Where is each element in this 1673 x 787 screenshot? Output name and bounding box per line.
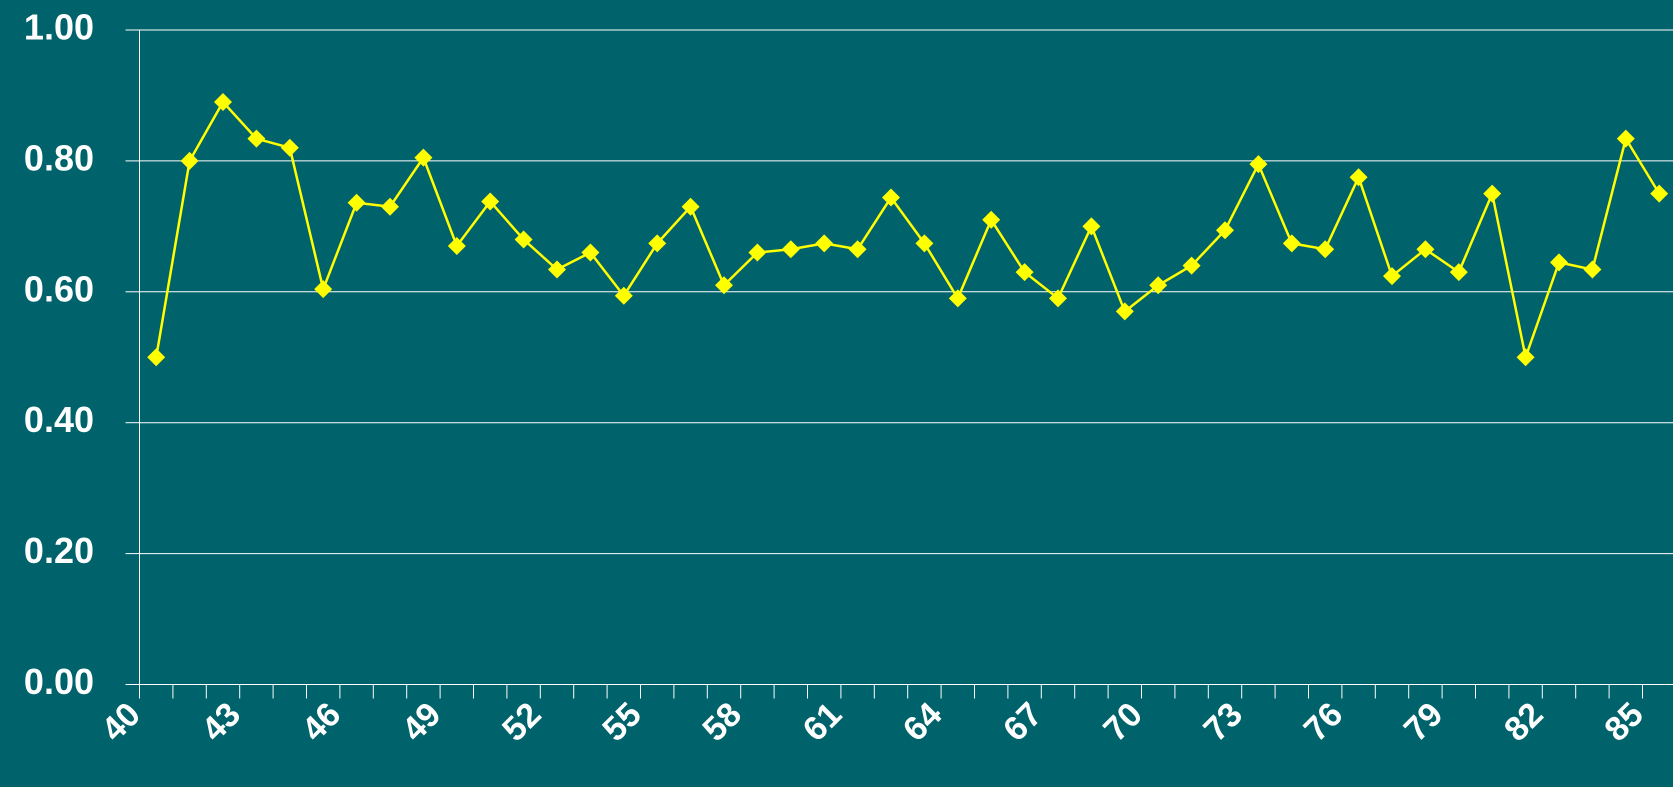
data-point bbox=[715, 276, 733, 295]
data-point bbox=[514, 230, 533, 249]
data-point bbox=[1416, 240, 1435, 259]
data-point bbox=[1249, 155, 1268, 174]
data-point bbox=[1149, 276, 1168, 295]
y-tick-label: 0.40 bbox=[24, 399, 94, 440]
data-point bbox=[1182, 256, 1201, 275]
data-point bbox=[748, 243, 767, 262]
data-point bbox=[648, 234, 667, 253]
data-point bbox=[1650, 184, 1669, 203]
data-point bbox=[147, 348, 166, 367]
data-point bbox=[1082, 217, 1101, 236]
y-tick-label: 0.60 bbox=[24, 268, 94, 309]
data-point bbox=[614, 286, 633, 305]
data-point bbox=[1383, 267, 1401, 286]
data-point bbox=[1449, 263, 1468, 282]
data-point bbox=[1483, 184, 1502, 203]
data-point bbox=[1282, 234, 1301, 253]
y-tick-label: 0.20 bbox=[24, 530, 94, 571]
data-point bbox=[180, 151, 199, 170]
data-point bbox=[882, 188, 900, 207]
y-tick-label: 0.80 bbox=[24, 137, 94, 178]
data-point bbox=[1316, 240, 1335, 259]
data-point bbox=[915, 234, 934, 253]
data-point bbox=[848, 240, 867, 259]
data-point bbox=[280, 138, 299, 157]
data-point bbox=[381, 197, 399, 216]
y-tick-label: 0.00 bbox=[24, 661, 94, 702]
data-point bbox=[447, 236, 466, 255]
data-point bbox=[681, 197, 700, 216]
data-point bbox=[1115, 302, 1134, 321]
data-point bbox=[1616, 129, 1635, 148]
data-point bbox=[948, 289, 967, 308]
data-point bbox=[1049, 289, 1067, 308]
data-point bbox=[982, 210, 1001, 229]
data-point bbox=[1516, 348, 1535, 367]
data-point bbox=[1349, 168, 1368, 187]
data-point bbox=[781, 240, 800, 259]
data-point bbox=[581, 243, 600, 262]
data-point bbox=[1216, 221, 1234, 240]
data-point bbox=[347, 193, 366, 212]
data-point bbox=[314, 280, 333, 299]
data-point bbox=[548, 260, 566, 279]
data-point bbox=[247, 129, 266, 148]
data-point bbox=[481, 192, 500, 211]
data-point bbox=[1550, 253, 1568, 272]
y-tick-label: 1.00 bbox=[24, 7, 94, 48]
data-point bbox=[214, 92, 232, 111]
data-point bbox=[414, 148, 433, 167]
data-line bbox=[154, 99, 1661, 362]
data-point bbox=[815, 234, 834, 253]
data-point bbox=[1015, 263, 1034, 282]
data-point bbox=[1583, 260, 1602, 279]
